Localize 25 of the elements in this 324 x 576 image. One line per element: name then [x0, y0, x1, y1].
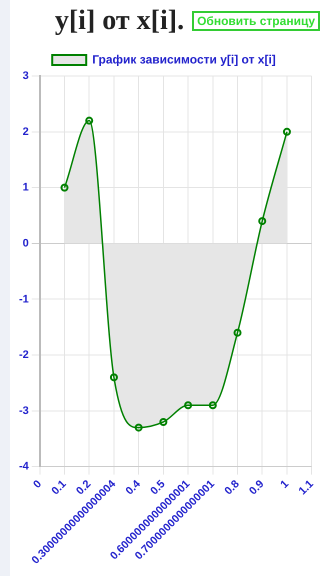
y-tick-label: 0 — [22, 237, 29, 250]
legend-label: График зависимости y[i] от x[i] — [92, 52, 276, 66]
x-tick-label: 0.9 — [247, 478, 266, 498]
point — [184, 401, 192, 410]
point — [282, 128, 291, 136]
y-tick-label: -2 — [19, 349, 29, 362]
point — [60, 184, 68, 192]
y-tick-label: 2 — [22, 126, 29, 138]
x-tick-label: 0.8 — [222, 478, 242, 498]
y-tick-label: 3 — [22, 70, 29, 82]
y-tick-label: -4 — [19, 460, 30, 473]
chart-title: y[i] от x[i]. — [54, 5, 184, 37]
point — [134, 424, 143, 432]
point — [159, 418, 168, 426]
text: Обновить страницу — [192, 11, 320, 31]
point — [85, 116, 94, 125]
point — [258, 217, 266, 226]
x-tick-label: 1.1 — [296, 478, 316, 498]
point — [208, 401, 217, 410]
point — [234, 328, 242, 337]
y-tick-label: 1 — [22, 182, 29, 194]
x-tick-label: 1 — [278, 478, 292, 491]
y-tick-label: -1 — [19, 293, 29, 306]
y-tick-label: -3 — [19, 404, 29, 417]
point — [110, 373, 118, 382]
